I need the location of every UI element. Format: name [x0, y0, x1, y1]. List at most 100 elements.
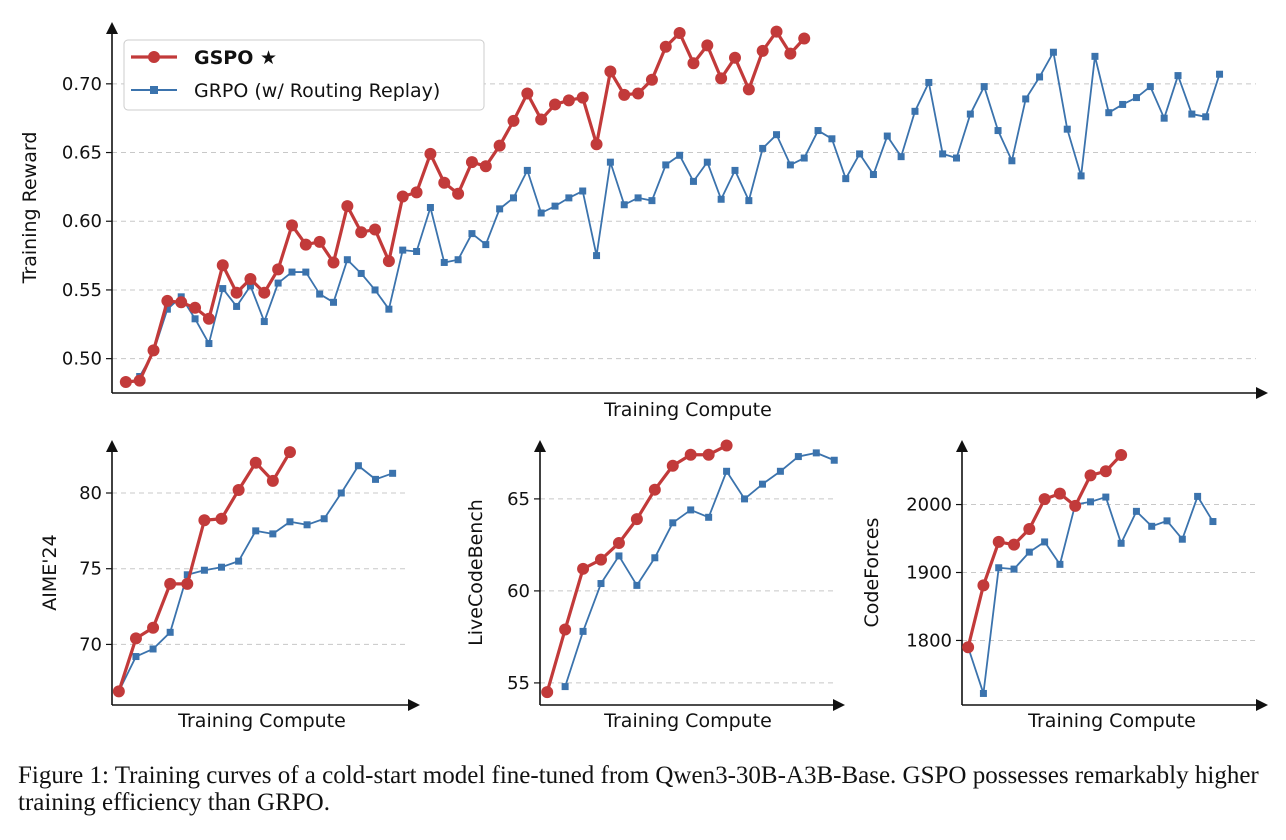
gspo-data-point [202, 312, 215, 325]
grpo-data-point [1087, 498, 1095, 506]
gspo-data-point [355, 226, 368, 239]
y-tick-label: 2000 [906, 495, 952, 516]
gspo-data-point [576, 91, 589, 104]
grpo-data-point [260, 318, 268, 326]
x-axis-label: Training Compute [177, 710, 346, 732]
gspo-data-point [396, 190, 409, 203]
grpo-data-point [579, 627, 587, 635]
gspo-data-point [479, 160, 492, 173]
gspo-data-point [666, 459, 679, 472]
grpo-data-point [705, 513, 713, 521]
grpo-data-point [509, 194, 517, 202]
grpo-data-point [1160, 114, 1168, 122]
grpo-data-point [606, 158, 614, 166]
grpo-data-point [252, 527, 260, 535]
grpo-data-point [1148, 522, 1156, 530]
gspo-data-point [562, 94, 575, 107]
gspo-data-point [1023, 523, 1036, 536]
grpo-data-point [551, 202, 559, 210]
gspo-data-point [756, 44, 769, 57]
grpo-data-point [1178, 535, 1186, 543]
grpo-data-point [454, 256, 462, 264]
gspo-data-point [410, 186, 423, 199]
grpo-data-point [1056, 560, 1064, 568]
gspo-data-point [701, 39, 714, 52]
grpo-data-point [758, 480, 766, 488]
grpo-data-point [759, 144, 767, 152]
grpo-data-point [482, 241, 490, 249]
y-tick-label: 0.70 [62, 74, 102, 95]
y-axis-arrow [106, 22, 118, 34]
grpo-data-point [357, 269, 365, 277]
figure-canvas: 0.50 0.55 0.60 0.65 0.70 Training Compute Trai… [19, 22, 1268, 732]
grpo-data-point [1105, 109, 1113, 117]
grpo-data-point [1119, 100, 1127, 108]
gspo-data-point [541, 686, 554, 699]
grpo-data-point [385, 305, 393, 313]
y-tick-label: 0.60 [62, 211, 102, 232]
grpo-data-point [561, 683, 569, 691]
grpo-data-point [149, 645, 157, 653]
grpo-data-point [689, 177, 697, 185]
gspo-data-point [133, 374, 146, 387]
y-tick-label: 1800 [906, 630, 952, 651]
grpo-data-point [953, 154, 961, 162]
gspo-data-point [632, 87, 645, 100]
grpo-data-point [828, 135, 836, 143]
gspo-data-point [424, 147, 437, 160]
grpo-data-point [669, 519, 677, 527]
x-axis-label: Training Compute [603, 399, 772, 421]
gspo-data-point [595, 553, 607, 566]
grpo-data-point [731, 166, 739, 174]
gspo-data-point [742, 83, 755, 96]
gspo-data-point [992, 535, 1005, 548]
grpo-data-point [371, 286, 379, 294]
grpo-data-point [1041, 538, 1049, 546]
grpo-data-point [634, 194, 642, 202]
gspo-data-point [369, 223, 382, 236]
gspo-data-point [962, 641, 975, 654]
x-axis-arrow [833, 699, 845, 711]
grpo-data-point [925, 78, 933, 86]
grpo-data-point [1063, 125, 1071, 133]
aime-panel: 70 75 80 Training Compute AIME'24 [39, 440, 420, 732]
y-tick-label: 80 [79, 483, 102, 504]
gspo-data-point [673, 26, 686, 39]
gspo-data-point [604, 65, 617, 78]
gspo-data-point [702, 448, 715, 461]
grpo-data-point [537, 209, 545, 217]
legend-grpo-marker [150, 86, 158, 94]
gspo-data-point [452, 187, 465, 200]
gspo-data-point [230, 286, 243, 299]
gspo-data-point [1038, 493, 1051, 506]
grpo-data-point [830, 456, 838, 464]
gspo-data-point [283, 446, 296, 459]
y-tick-label: 0.65 [62, 143, 102, 164]
codeforces-panel: 1800 1900 2000 Training Compute CodeForces [861, 440, 1268, 732]
gspo-series-line [966, 453, 1123, 648]
gspo-data-point [493, 139, 506, 152]
grpo-data-point [786, 161, 794, 169]
gspo-data-point [465, 156, 478, 169]
grpo-data-point [413, 247, 421, 255]
legend: GSPO ★ GRPO (w/ Routing Replay) [123, 39, 485, 111]
grpo-data-point [662, 161, 670, 169]
figure-caption: Figure 1: Training curves of a cold-star… [18, 762, 1259, 816]
grpo-data-point [745, 197, 753, 205]
y-tick-label: 60 [507, 581, 530, 602]
grpo-data-point [496, 205, 504, 213]
grpo-data-point [1132, 507, 1140, 515]
grpo-data-point [773, 131, 781, 139]
grpo-data-point [1146, 83, 1154, 91]
grpo-series-line [967, 495, 1214, 695]
y-tick-label: 70 [79, 634, 102, 655]
grpo-data-point [1010, 565, 1018, 573]
grpo-data-point [1132, 94, 1140, 102]
grpo-data-point [723, 467, 731, 475]
y-tick-label: 1900 [906, 563, 952, 584]
gspo-data-point [175, 296, 188, 309]
legend-grpo-label: GRPO (w/ Routing Replay) [194, 80, 440, 102]
grpo-data-point [1077, 172, 1085, 180]
grpo-data-point [869, 171, 877, 179]
y-axis-arrow [534, 440, 546, 452]
